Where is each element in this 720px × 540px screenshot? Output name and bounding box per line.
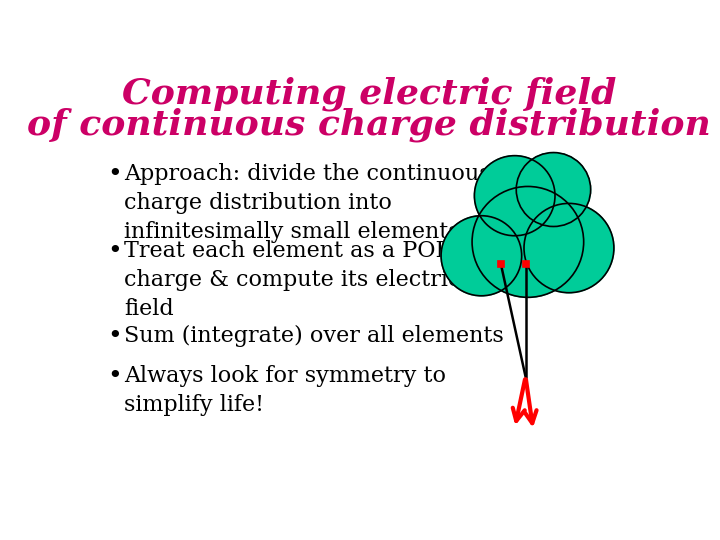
- Bar: [522, 260, 529, 267]
- Text: •: •: [107, 240, 122, 264]
- Circle shape: [441, 215, 522, 296]
- Circle shape: [472, 186, 584, 298]
- Circle shape: [474, 156, 555, 236]
- Bar: [498, 260, 504, 267]
- Text: •: •: [107, 365, 122, 388]
- Circle shape: [516, 153, 590, 226]
- Text: Computing electric field: Computing electric field: [122, 77, 616, 111]
- Text: •: •: [107, 325, 122, 348]
- Text: •: •: [107, 164, 122, 186]
- Text: Approach: divide the continuous
charge distribution into
infinitesimally small e: Approach: divide the continuous charge d…: [124, 164, 491, 243]
- Text: Treat each element as a POINT
charge & compute its electric
field: Treat each element as a POINT charge & c…: [124, 240, 479, 320]
- Text: Sum (integrate) over all elements: Sum (integrate) over all elements: [124, 325, 504, 347]
- Circle shape: [524, 204, 614, 293]
- Text: of continuous charge distribution: of continuous charge distribution: [27, 107, 711, 142]
- Text: Always look for symmetry to
simplify life!: Always look for symmetry to simplify lif…: [124, 365, 446, 416]
